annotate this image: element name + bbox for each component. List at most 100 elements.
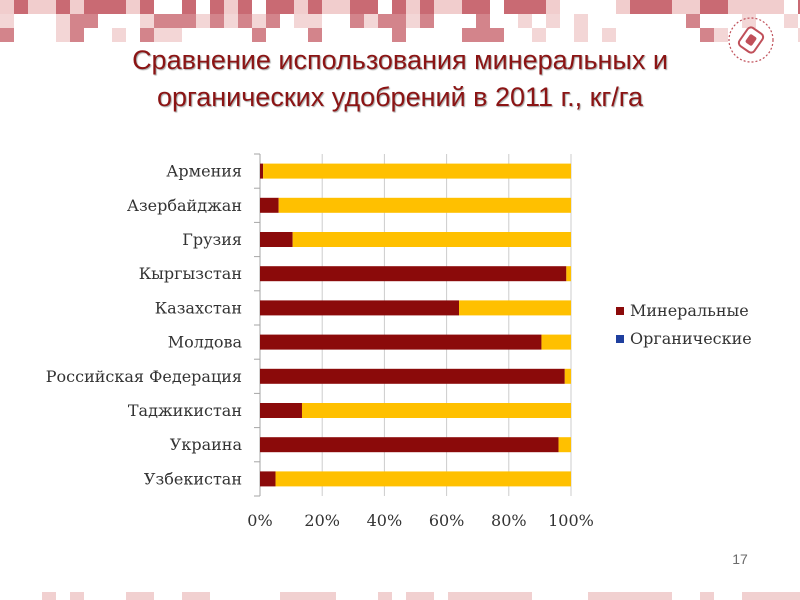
mosaic-tile [546,14,560,28]
mosaic-tile [462,28,476,42]
mosaic-tile [84,0,98,14]
mosaic-tile [700,0,714,14]
bar-mineral-4 [260,266,567,282]
bar-mineral-6 [260,334,542,350]
mosaic-tile [84,14,98,28]
mosaic-tile [798,0,800,14]
mosaic-tile [350,14,364,28]
mosaic-tile [266,0,280,14]
mosaic-tile [182,592,196,600]
legend-swatch [616,335,624,343]
bar-organic-3 [292,232,571,247]
mosaic-tile [742,592,756,600]
mosaic-tile [476,14,490,28]
x-tick-label: 20% [304,511,340,530]
mosaic-tile [406,592,420,600]
mosaic-tile [70,28,84,42]
mosaic-tile [798,592,800,600]
bar-organic-1 [263,163,571,179]
mosaic-tile [196,592,210,600]
mosaic-tile [112,0,126,14]
mosaic-tile [406,14,420,28]
mosaic-tile [168,28,182,42]
mosaic-tile [644,592,658,600]
mosaic-tile [14,0,28,14]
mosaic-tile [378,14,392,28]
mosaic-tile [126,0,140,14]
mosaic-tile [168,14,182,28]
mosaic-tile [308,14,322,28]
bar-mineral-2 [260,197,279,213]
mosaic-tile [140,0,154,14]
footer-mosaic-decoration [42,592,800,600]
mosaic-tile [798,28,800,42]
mosaic-tile [686,0,700,14]
x-tick-label: 40% [367,511,403,530]
bar-organic-4 [566,266,571,282]
mosaic-tile [476,28,490,42]
bar-organic-2 [278,197,571,213]
mosaic-tile [616,592,630,600]
mosaic-tile [784,14,798,28]
bar-mineral-8 [260,403,302,418]
mosaic-tile [574,14,588,28]
mosaic-tile [70,0,84,14]
mosaic-tile [112,28,126,42]
mosaic-tile [140,14,154,28]
mosaic-tile [308,0,322,14]
mosaic-tile [686,14,700,28]
mosaic-tile [714,0,728,14]
bar-mineral-10 [260,471,276,487]
legend-label: Органические [630,329,752,348]
mosaic-tile [770,592,784,600]
mosaic-tile [154,28,168,42]
page-number: 17 [732,551,748,567]
category-label: Кыргызстан [139,264,242,283]
mosaic-tile [70,14,84,28]
mosaic-tile [476,592,490,600]
bar-mineral-7 [260,368,565,384]
mosaic-tile [448,0,462,14]
mosaic-tile [700,28,714,42]
slide-title-line-2: органических удобрений в 2011 г., кг/га [156,82,644,112]
mosaic-tile [224,0,238,14]
category-label: Грузия [182,230,242,249]
mosaic-tile [588,592,602,600]
mosaic-tile [252,14,266,28]
slide-title: Сравнение использования минеральных и ор… [60,42,740,116]
mosaic-tile [462,0,476,14]
mosaic-tile [140,592,154,600]
mosaic-tile [518,0,532,14]
mosaic-tile [196,14,210,28]
mosaic-tile [56,14,70,28]
mosaic-tile [294,592,308,600]
mosaic-tile [616,0,630,14]
category-label: Таджикистан [128,401,242,420]
mosaic-tile [658,0,672,14]
mosaic-tile [336,0,350,14]
mosaic-tile [364,0,378,14]
mosaic-tile [602,592,616,600]
bar-organic-7 [564,368,571,384]
mosaic-tile [434,0,448,14]
mosaic-tile [252,28,266,42]
mosaic-tile [378,592,392,600]
mosaic-tile [56,0,70,14]
mosaic-tile [476,0,490,14]
category-label: Казахстан [155,298,242,317]
mosaic-tile [742,0,756,14]
mosaic-tile [238,0,252,14]
mosaic-tile [0,0,14,14]
mosaic-tile [714,28,728,42]
mosaic-tile [70,592,84,600]
mosaic-tile [392,28,406,42]
x-tick-label: 80% [491,511,527,530]
mosaic-tile [420,0,434,14]
mosaic-tile [672,0,686,14]
mosaic-tile [322,592,336,600]
mosaic-tile [280,0,294,14]
category-label: Украина [170,435,243,454]
mosaic-tile [462,592,476,600]
mosaic-tile [56,28,70,42]
